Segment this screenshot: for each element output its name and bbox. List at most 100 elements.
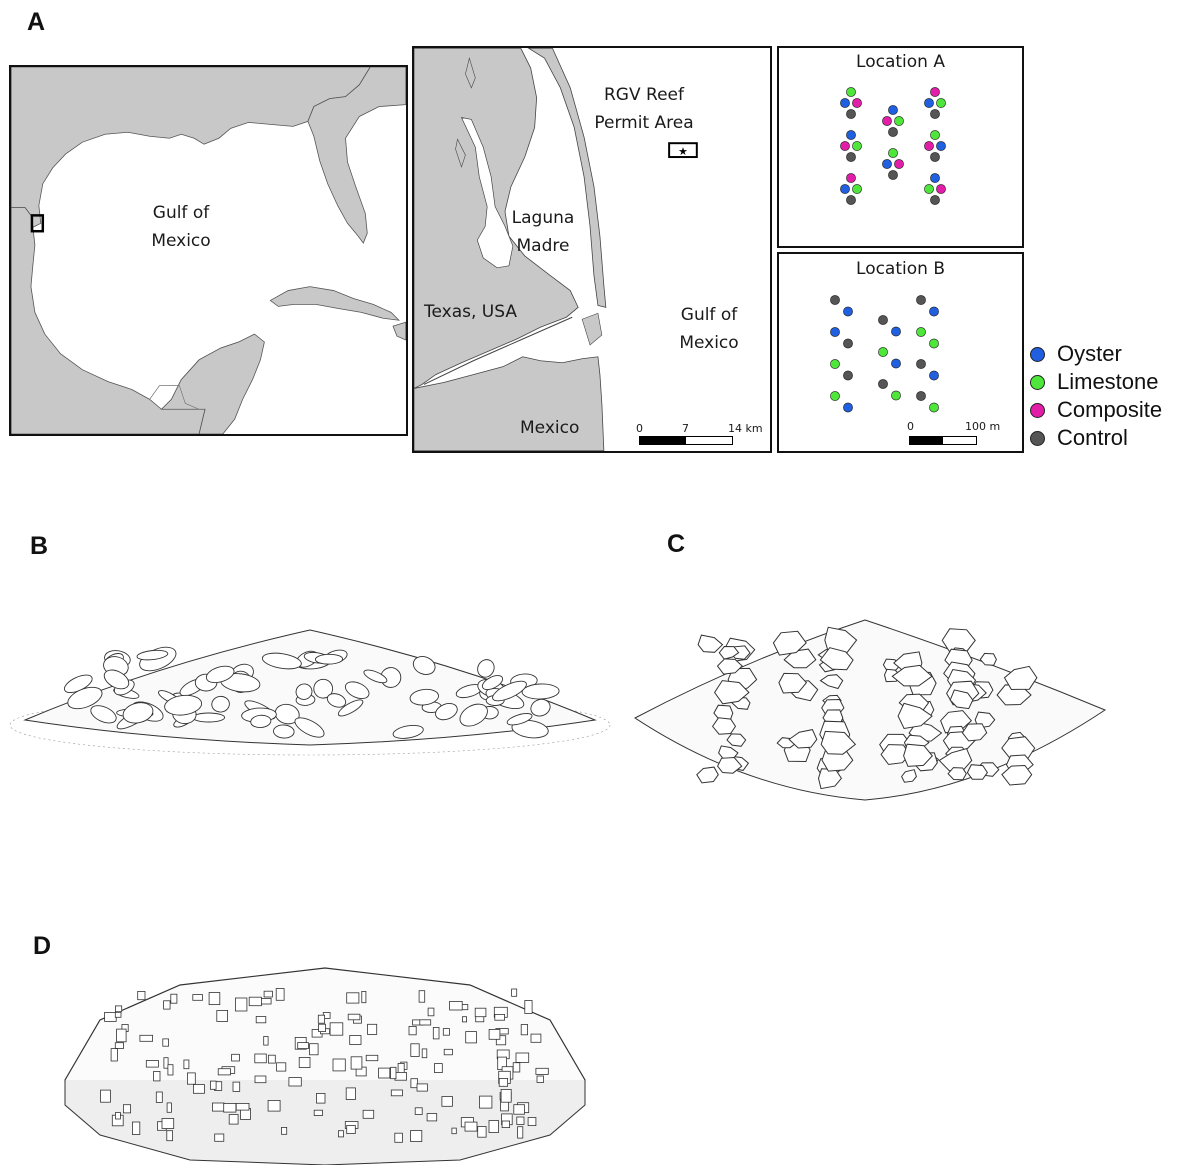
- site-dot-composite: [894, 159, 904, 169]
- limestone-rock: [711, 717, 737, 735]
- laguna-madre-label-line1: Laguna: [511, 208, 575, 228]
- composite-unit: [419, 1019, 432, 1026]
- oyster-shell: [392, 724, 424, 739]
- km-scale-tick-7: 7: [682, 422, 689, 435]
- overview-map-graphic: [11, 67, 406, 434]
- composite-unit: [163, 1000, 171, 1010]
- site-dot-limestone: [916, 327, 926, 337]
- composite-unit: [228, 1114, 239, 1125]
- site-dot-control: [843, 370, 853, 381]
- composite-unit: [208, 992, 221, 1006]
- composite-unit: [479, 1095, 493, 1109]
- oyster-reef-illustration: [9, 629, 611, 756]
- km-scale-bar: [639, 436, 733, 445]
- legend-label-oyster: Oyster: [1057, 341, 1122, 366]
- site-dot-oyster: [830, 327, 840, 337]
- site-dot-control: [846, 152, 856, 162]
- oyster-shell: [122, 702, 154, 724]
- limestone-rock: [697, 634, 724, 653]
- composite-unit: [116, 1028, 127, 1043]
- laguna-madre-label-line2: Madre: [516, 236, 570, 256]
- composite-unit: [442, 1028, 450, 1036]
- composite-unit: [263, 1036, 269, 1046]
- limestone-rock: [891, 664, 933, 687]
- composite-unit: [114, 1011, 122, 1018]
- limestone-rock: [820, 730, 857, 755]
- legend: Oyster Limestone Composite Control: [1030, 340, 1162, 452]
- location-b-sites: [830, 295, 939, 413]
- composite-unit: [408, 1026, 417, 1036]
- limestone-rock: [772, 630, 807, 656]
- overview-map: Gulf of Mexico: [9, 65, 408, 436]
- composite-unit: [217, 1068, 231, 1076]
- composite-unit: [329, 1022, 344, 1036]
- composite-unit: [416, 1083, 428, 1092]
- limestone-rock: [713, 680, 750, 705]
- mexico-label: Mexico: [520, 418, 580, 438]
- oyster-shell: [261, 652, 302, 670]
- composite-unit: [161, 1118, 175, 1129]
- oyster-shell: [294, 717, 325, 738]
- composite-unit: [162, 1038, 169, 1047]
- limestone-rock: [903, 743, 933, 767]
- svg-text:★: ★: [678, 145, 688, 158]
- site-dot-oyster: [929, 370, 939, 381]
- limestone-rock: [1001, 764, 1033, 786]
- site-dot-control: [888, 170, 898, 180]
- site-dot-limestone: [852, 184, 862, 194]
- composite-unit: [515, 1052, 530, 1063]
- composite-unit: [297, 1042, 309, 1049]
- composite-unit: [137, 990, 146, 1001]
- site-dot-limestone: [846, 87, 856, 97]
- site-dot-limestone: [924, 184, 934, 194]
- oyster-shell: [409, 688, 439, 706]
- limestone-rock: [718, 645, 740, 660]
- site-dot-control: [888, 127, 898, 137]
- composite-unit: [441, 1096, 453, 1107]
- composite-unit: [231, 1053, 240, 1062]
- site-dot-control: [916, 391, 926, 401]
- detail-map-graphic: ★: [414, 48, 698, 451]
- composite-unit: [418, 990, 426, 1003]
- site-dot-oyster: [840, 98, 850, 108]
- site-dot-oyster: [843, 402, 853, 413]
- composite-unit: [139, 1034, 154, 1042]
- composite-unit: [365, 1054, 379, 1062]
- site-dot-oyster: [930, 173, 940, 183]
- site-dot-oyster: [936, 141, 946, 151]
- detail-gulf-label-line2: Mexico: [679, 333, 739, 353]
- site-dot-control: [916, 295, 926, 305]
- limestone-rock: [966, 764, 989, 780]
- legend-item-control: Control: [1030, 424, 1162, 452]
- composite-unit: [512, 1062, 521, 1073]
- site-dot-control: [878, 315, 888, 325]
- composite-unit: [183, 1059, 190, 1070]
- site-dot-oyster: [929, 306, 939, 317]
- composite-unit: [337, 1130, 344, 1138]
- composite-unit: [390, 1066, 397, 1080]
- legend-label-composite: Composite: [1057, 397, 1163, 422]
- panel-label-b: B: [30, 532, 49, 560]
- oyster-shell: [314, 653, 344, 665]
- site-dot-composite: [882, 116, 892, 126]
- oyster-shell: [164, 694, 203, 716]
- composite-unit: [332, 1058, 346, 1072]
- site-dot-limestone: [891, 390, 901, 401]
- limestone-rock: [783, 648, 817, 669]
- composite-unit: [114, 1042, 124, 1049]
- site-dot-composite: [852, 98, 862, 108]
- overview-gulf-label-line2: Mexico: [151, 231, 211, 251]
- composite-unit: [517, 1126, 524, 1139]
- permit-area-label-line1: RGV Reef: [604, 85, 684, 105]
- composite-unit: [488, 1029, 501, 1040]
- composite-unit: [474, 1007, 487, 1018]
- site-dot-limestone: [929, 402, 939, 413]
- composite-unit: [477, 1126, 487, 1138]
- site-dot-control: [930, 109, 940, 119]
- composite-unit: [235, 1102, 250, 1111]
- panel-label-c: C: [667, 530, 686, 558]
- composite-unit: [390, 1089, 403, 1097]
- composite-unit: [153, 1071, 161, 1082]
- site-dot-composite: [936, 184, 946, 194]
- composite-unit: [254, 1053, 267, 1064]
